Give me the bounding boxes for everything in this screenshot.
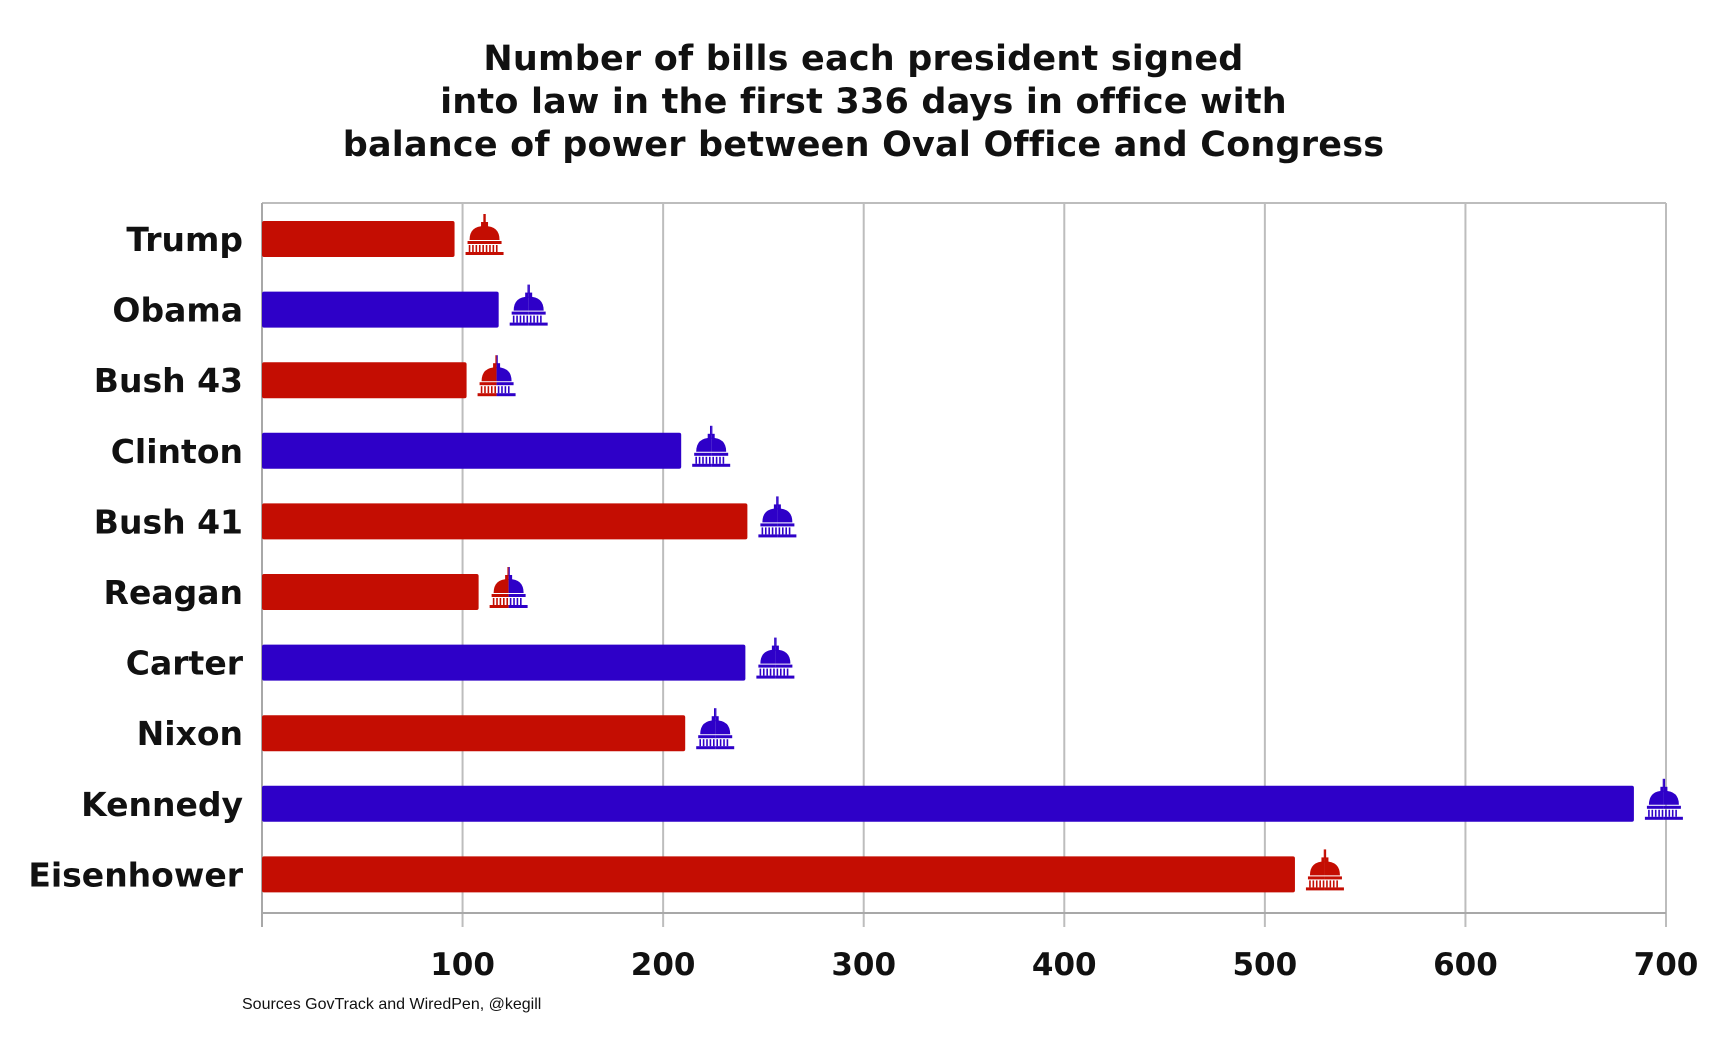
x-axis: 100 200 300 400 500 600 700: [261, 203, 1699, 983]
category-label: Bush 43: [94, 361, 243, 400]
category-label: Eisenhower: [28, 855, 243, 894]
capitol-dome-icon: [692, 425, 731, 467]
capitol-dome-icon: [1644, 778, 1683, 820]
x-tick-label: 500: [1232, 947, 1297, 983]
x-tick-label: 400: [1032, 947, 1097, 983]
chart-title: Number of bills each president signed in…: [0, 38, 1727, 167]
x-tick-label: 100: [430, 947, 495, 983]
capitol-icons: [465, 214, 1683, 891]
capitol-dome-icon: [696, 708, 735, 750]
capitol-dome-icon: [465, 214, 504, 255]
bar: [262, 221, 455, 257]
bars: [262, 221, 1634, 893]
x-tick-label: 700: [1634, 947, 1699, 983]
x-tick-label: 300: [831, 947, 896, 983]
bar: [262, 291, 499, 328]
bar: [262, 432, 682, 469]
category-label: Nixon: [137, 714, 243, 753]
category-label: Clinton: [111, 432, 243, 471]
category-labels: Trump Obama Bush 43 Clinton Bush 41 Reagan Car…: [28, 220, 243, 894]
source-note: Sources GovTrack and WiredPen, @kegill: [242, 996, 542, 1013]
chart-title-line: Number of bills each president signed: [483, 39, 1244, 79]
category-label: Carter: [126, 644, 244, 683]
bar: [262, 715, 686, 752]
bar: [262, 574, 479, 610]
chart-title-line: into law in the first 336 days in office…: [440, 82, 1287, 122]
bar: [262, 503, 748, 540]
bar: [262, 785, 1634, 822]
bar: [262, 856, 1295, 893]
x-tick-label: 200: [631, 947, 696, 983]
category-label: Bush 41: [94, 502, 243, 541]
capitol-dome-icon: [758, 496, 797, 538]
bar: [262, 362, 467, 399]
category-label: Trump: [126, 220, 243, 259]
capitol-dome-icon: [1305, 849, 1344, 891]
capitol-dome-icon: [756, 637, 795, 679]
category-label: Reagan: [104, 573, 243, 612]
capitol-dome-icon: [509, 284, 548, 326]
chart-title-line: balance of power between Oval Office and…: [342, 125, 1385, 165]
x-tick-label: 600: [1433, 947, 1498, 983]
capitol-dome-icon: [477, 355, 516, 397]
capitol-dome-icon: [489, 567, 528, 608]
category-label: Kennedy: [81, 785, 243, 824]
bar: [262, 644, 746, 681]
category-label: Obama: [112, 291, 243, 330]
